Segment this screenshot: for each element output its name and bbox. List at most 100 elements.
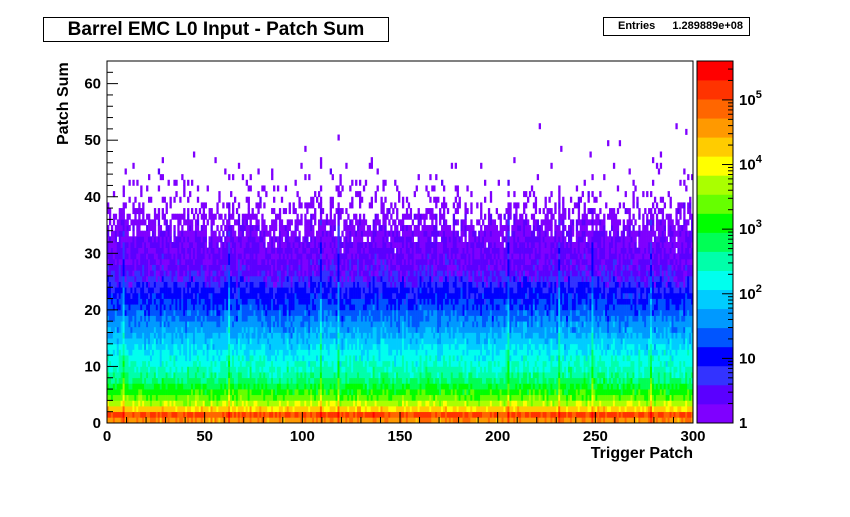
heatmap-cell [329, 236, 332, 243]
heatmap-cell [267, 292, 270, 299]
heatmap-cell [241, 338, 245, 345]
heatmap-cell [333, 406, 336, 413]
heatmap-cell [214, 298, 217, 305]
heatmap-cell [331, 304, 334, 311]
heatmap-cell [116, 343, 120, 350]
heatmap-cell [204, 372, 207, 379]
heatmap-cell [310, 366, 313, 373]
heatmap-cell [151, 372, 155, 379]
heatmap-cell [226, 321, 229, 328]
heatmap-cell [185, 406, 188, 413]
heatmap-cell [310, 292, 313, 299]
heatmap-cell [290, 366, 293, 373]
heatmap-cell [220, 360, 223, 367]
heatmap-cell [177, 242, 180, 249]
heatmap-cell [298, 349, 301, 356]
heatmap-cell [114, 321, 118, 328]
heatmap-cell [224, 275, 227, 282]
heatmap-cell [237, 355, 241, 362]
heatmap-cell [314, 315, 317, 322]
heatmap-cell [366, 372, 370, 379]
heatmap-cell [300, 349, 303, 356]
heatmap-cell [196, 230, 200, 237]
heatmap-cell [185, 349, 188, 356]
heatmap-cell [140, 349, 143, 356]
heatmap-cell [353, 315, 356, 322]
heatmap-cell [358, 343, 362, 350]
heatmap-cell [181, 406, 184, 413]
heatmap-cell [273, 242, 276, 249]
heatmap-cell [224, 355, 227, 362]
heatmap-cell [192, 253, 196, 260]
heatmap-cell [312, 213, 315, 220]
heatmap-cell [218, 383, 221, 390]
heatmap-cell [362, 377, 366, 384]
heatmap-cell [259, 338, 262, 345]
heatmap-cell [134, 360, 137, 367]
heatmap-cell [306, 338, 309, 345]
heatmap-cell [341, 411, 344, 418]
heatmap-cell [128, 417, 131, 424]
heatmap-cell [353, 304, 356, 311]
heatmap-cell [210, 270, 213, 277]
heatmap-cell [153, 304, 157, 311]
heatmap-cell [349, 321, 352, 328]
heatmap-cell [169, 366, 172, 373]
heatmap-cell [341, 270, 344, 277]
heatmap-cell [140, 417, 143, 424]
heatmap-cell [292, 247, 295, 254]
heatmap-cell [300, 219, 303, 226]
heatmap-cell [179, 242, 182, 249]
heatmap-cell [204, 394, 207, 401]
heatmap-cell [276, 389, 280, 396]
heatmap-cell [237, 258, 241, 265]
heatmap-cell [177, 253, 180, 260]
heatmap-cell [241, 247, 245, 254]
heatmap-cell [124, 377, 127, 384]
heatmap-cell [202, 230, 206, 237]
heatmap-cell [278, 309, 282, 316]
heatmap-cell [112, 281, 116, 288]
heatmap-cell [149, 338, 153, 345]
heatmap-cell [325, 258, 329, 265]
heatmap-cell [110, 383, 114, 390]
heatmap-cell [360, 411, 364, 418]
heatmap-cell [276, 281, 280, 288]
heatmap-cell [108, 338, 112, 345]
heatmap-cell [165, 326, 168, 333]
heatmap-cell [179, 298, 182, 305]
heatmap-cell [181, 326, 184, 333]
heatmap-cell [358, 196, 362, 203]
heatmap-cell [333, 264, 336, 271]
heatmap-cell [153, 225, 157, 232]
heatmap-cell [138, 253, 141, 260]
heatmap-cell [208, 343, 211, 350]
heatmap-cell [138, 383, 141, 390]
heatmap-cell [138, 202, 141, 209]
heatmap-cell [263, 247, 266, 254]
heatmap-cell [118, 242, 122, 249]
heatmap-cell [306, 326, 309, 333]
heatmap-cell [302, 326, 305, 333]
heatmap-cell [153, 298, 157, 305]
heatmap-cell [351, 179, 354, 186]
heatmap-cell [337, 236, 340, 243]
heatmap-cell [230, 360, 233, 367]
heatmap-cell [357, 332, 360, 339]
heatmap-cell [202, 383, 206, 390]
heatmap-cell [358, 225, 362, 232]
heatmap-cell [226, 400, 229, 407]
heatmap-cell [261, 372, 264, 379]
heatmap-cell [190, 281, 194, 288]
heatmap-cell [347, 270, 350, 277]
heatmap-cell [341, 343, 344, 350]
heatmap-cell [140, 394, 143, 401]
heatmap-cell [323, 298, 327, 305]
heatmap-cell [351, 321, 354, 328]
heatmap-cell [300, 366, 303, 373]
heatmap-cell [157, 349, 161, 356]
heatmap-cell [230, 372, 233, 379]
heatmap-cell [368, 264, 372, 271]
heatmap-cell [284, 315, 288, 322]
heatmap-cell [323, 219, 327, 226]
